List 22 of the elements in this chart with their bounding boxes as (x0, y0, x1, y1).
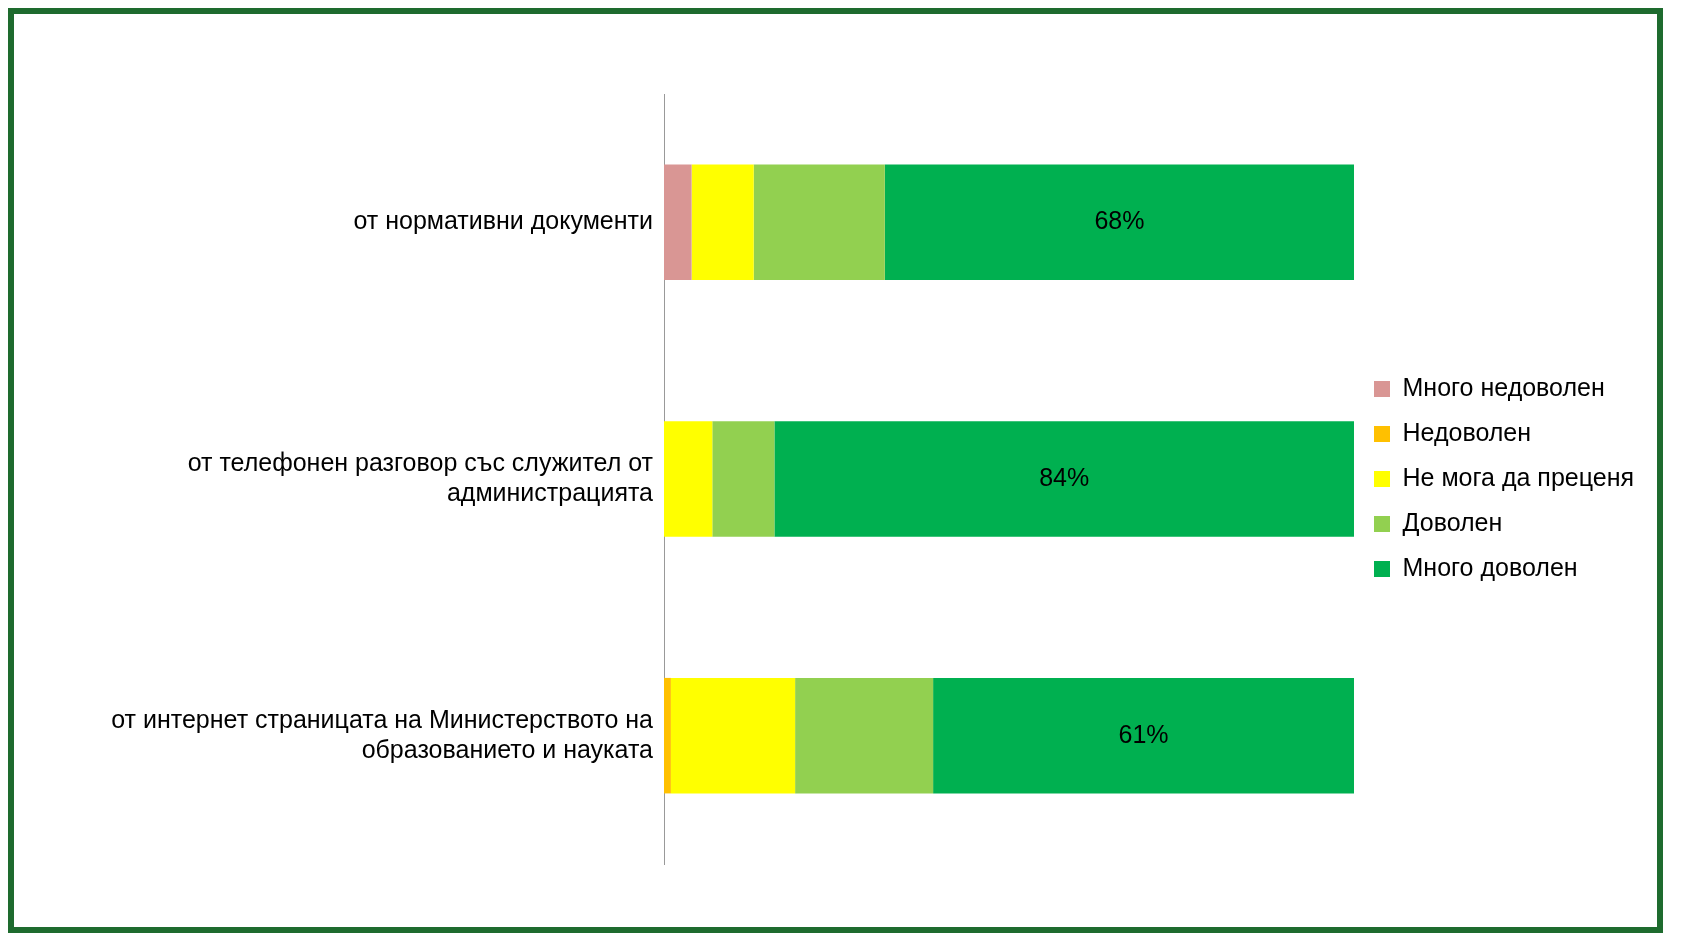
y-tick-label: от нормативни документи (353, 206, 653, 235)
data-label: 84% (1039, 462, 1090, 491)
bar (753, 164, 885, 281)
y-tick-label: от интернет страницата на Министерството на образованието и науката (111, 704, 654, 763)
bar (933, 677, 1355, 794)
bar (670, 677, 796, 794)
data-label: 68% (1094, 206, 1145, 235)
bar (795, 677, 934, 794)
legend-label: Много доволен (1402, 552, 1578, 581)
bar (774, 421, 1355, 537)
legend-label: Доволен (1402, 507, 1503, 536)
y-tick-label: от телефонен разговор със служител от администрацията (187, 447, 654, 506)
bar (712, 421, 775, 537)
legend-label: Не мога да преценя (1402, 462, 1634, 491)
bar (664, 677, 671, 794)
legend-label: Много недоволен (1402, 372, 1605, 401)
bar (884, 164, 1355, 281)
bar (664, 421, 713, 537)
bar (691, 164, 754, 281)
bar (664, 164, 692, 281)
data-label: 61% (1118, 719, 1169, 748)
legend-label: Недоволен (1402, 417, 1532, 446)
